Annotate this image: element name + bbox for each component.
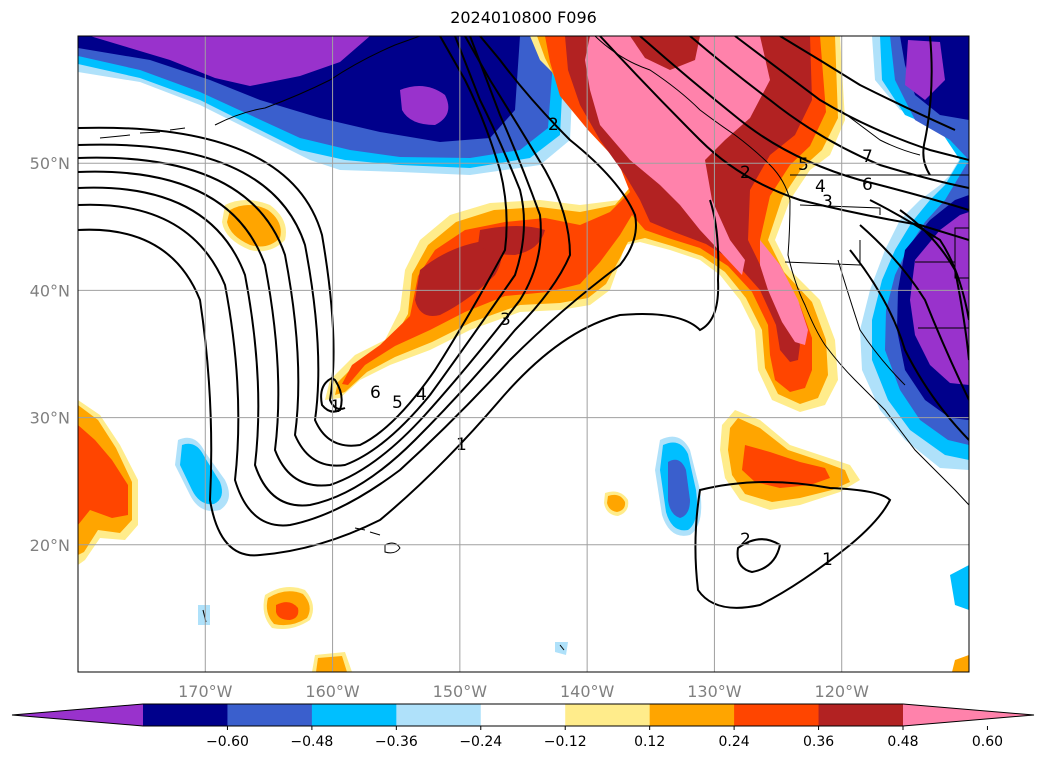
colorbar-tick-label: 0.48 bbox=[887, 734, 918, 750]
contour-label: 4 bbox=[815, 177, 826, 197]
colorbar-tick-label: −0.12 bbox=[544, 734, 587, 750]
lon-tick-label: 150°W bbox=[433, 682, 488, 701]
lat-tick-label: 30°N bbox=[30, 409, 70, 428]
colorbar-segment bbox=[480, 704, 566, 726]
contour-label: 5 bbox=[392, 393, 403, 413]
lon-tick-label: 160°W bbox=[305, 682, 360, 701]
colorbar-tick-label: −0.36 bbox=[375, 734, 418, 750]
colorbar-extend-min bbox=[12, 704, 143, 726]
colorbar-tick-label: −0.24 bbox=[459, 734, 502, 750]
colorbar-segment bbox=[227, 704, 313, 726]
colorbar-tick-label: 0.60 bbox=[972, 734, 1003, 750]
contour-label: 3 bbox=[500, 310, 511, 330]
contour-label: 1 bbox=[456, 435, 467, 455]
lon-tick-label: 120°W bbox=[815, 682, 870, 701]
contour-labels: 2 3 4 5 6 1 1 2 1 2 3 4 5 6 7 bbox=[330, 115, 873, 570]
colorbar-segment bbox=[818, 704, 904, 726]
colorbar-segment bbox=[396, 704, 482, 726]
plot-frame bbox=[77, 35, 970, 673]
colorbar-tick-label: 0.24 bbox=[719, 734, 750, 750]
lon-tick-label: 170°W bbox=[178, 682, 233, 701]
colorbar-segment bbox=[565, 704, 651, 726]
chart-title: 2024010800 F096 bbox=[450, 8, 597, 27]
colorbar-tick-label: −0.60 bbox=[206, 734, 249, 750]
colorbar-segment bbox=[311, 704, 397, 726]
contour-lines bbox=[78, 36, 969, 609]
colorbar-segment bbox=[649, 704, 735, 726]
contour-label: 2 bbox=[740, 163, 751, 183]
contour-label: 1 bbox=[330, 397, 341, 417]
colorbar: −0.60 −0.48 −0.36 −0.24 −0.12 0.12 0.24 0.36 0.4… bbox=[11, 703, 1035, 750]
lat-tick-label: 40°N bbox=[30, 281, 70, 300]
lat-tick-label: 50°N bbox=[30, 154, 70, 173]
colorbar-tick-label: 0.36 bbox=[803, 734, 834, 750]
contour-label: 2 bbox=[548, 115, 559, 135]
filled-contours bbox=[78, 36, 969, 672]
lon-tick-label: 140°W bbox=[560, 682, 615, 701]
lat-tick-labels: 20°N 30°N 40°N 50°N bbox=[30, 154, 70, 555]
contour-label: 3 bbox=[822, 192, 833, 212]
lon-tick-label: 130°W bbox=[687, 682, 742, 701]
colorbar-segment bbox=[734, 704, 820, 726]
colorbar-outline bbox=[11, 703, 1035, 727]
colorbar-extend-max bbox=[903, 704, 1034, 726]
contour-label: 6 bbox=[370, 383, 381, 403]
gridlines bbox=[78, 36, 969, 672]
coastlines bbox=[99, 36, 969, 651]
contour-label: 2 bbox=[740, 530, 751, 550]
contour-label: 1 bbox=[822, 550, 833, 570]
lon-tick-labels: 170°W 160°W 150°W 140°W 130°W 120°W bbox=[178, 682, 869, 701]
lat-tick-label: 20°N bbox=[30, 536, 70, 555]
contour-label: 7 bbox=[862, 147, 873, 167]
colorbar-tick-label: 0.12 bbox=[634, 734, 665, 750]
contour-label: 6 bbox=[862, 175, 873, 195]
colorbar-tick-label: −0.48 bbox=[290, 734, 333, 750]
contour-label: 4 bbox=[416, 385, 427, 405]
contour-label: 5 bbox=[798, 155, 809, 175]
colorbar-segment bbox=[143, 704, 228, 726]
